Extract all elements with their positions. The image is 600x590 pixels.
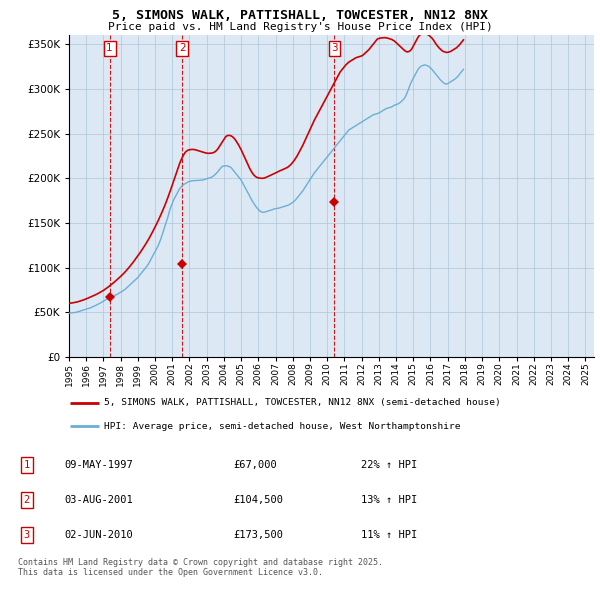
Text: 5, SIMONS WALK, PATTISHALL, TOWCESTER, NN12 8NX: 5, SIMONS WALK, PATTISHALL, TOWCESTER, N… bbox=[112, 9, 488, 22]
Text: 02-JUN-2010: 02-JUN-2010 bbox=[64, 530, 133, 540]
Text: 2: 2 bbox=[23, 495, 29, 505]
Text: HPI: Average price, semi-detached house, West Northamptonshire: HPI: Average price, semi-detached house,… bbox=[104, 421, 461, 431]
Text: 1: 1 bbox=[106, 44, 113, 54]
Text: 3: 3 bbox=[331, 44, 338, 54]
Text: 11% ↑ HPI: 11% ↑ HPI bbox=[361, 530, 418, 540]
Text: 13% ↑ HPI: 13% ↑ HPI bbox=[361, 495, 418, 505]
Text: 03-AUG-2001: 03-AUG-2001 bbox=[64, 495, 133, 505]
Text: 5, SIMONS WALK, PATTISHALL, TOWCESTER, NN12 8NX (semi-detached house): 5, SIMONS WALK, PATTISHALL, TOWCESTER, N… bbox=[104, 398, 501, 408]
Text: Contains HM Land Registry data © Crown copyright and database right 2025.
This d: Contains HM Land Registry data © Crown c… bbox=[18, 558, 383, 577]
Text: 2: 2 bbox=[179, 44, 185, 54]
Text: £173,500: £173,500 bbox=[233, 530, 283, 540]
Text: 3: 3 bbox=[23, 530, 29, 540]
Text: £67,000: £67,000 bbox=[233, 460, 277, 470]
Text: Price paid vs. HM Land Registry's House Price Index (HPI): Price paid vs. HM Land Registry's House … bbox=[107, 22, 493, 32]
Text: £104,500: £104,500 bbox=[233, 495, 283, 505]
Text: 22% ↑ HPI: 22% ↑ HPI bbox=[361, 460, 418, 470]
Text: 1: 1 bbox=[23, 460, 29, 470]
Text: 09-MAY-1997: 09-MAY-1997 bbox=[64, 460, 133, 470]
